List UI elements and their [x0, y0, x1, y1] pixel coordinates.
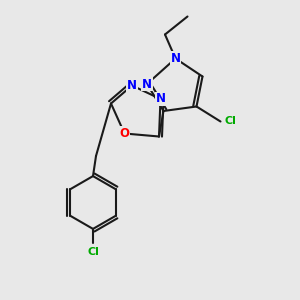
Text: N: N	[155, 92, 166, 106]
Text: N: N	[127, 79, 137, 92]
Text: N: N	[170, 52, 181, 65]
Text: O: O	[119, 127, 130, 140]
Text: Cl: Cl	[224, 116, 236, 127]
Text: Cl: Cl	[87, 247, 99, 257]
Text: N: N	[142, 77, 152, 91]
